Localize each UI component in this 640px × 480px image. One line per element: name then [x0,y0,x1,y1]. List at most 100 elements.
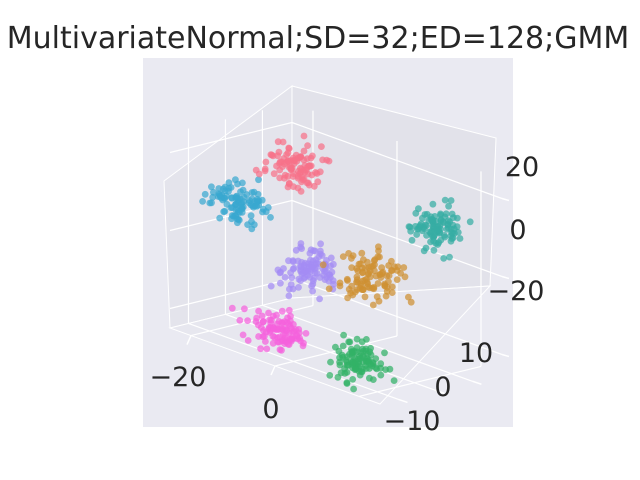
scatter-point [290,183,297,191]
scatter-point [375,243,382,251]
x-tick-label: 0 [262,394,279,425]
scatter-point [255,333,262,340]
scatter-point [248,189,256,196]
scatter-point [255,307,262,315]
scatter-point [244,221,252,229]
scatter-point [216,214,224,222]
scatter-point [299,269,307,277]
scatter-point [219,185,227,193]
scatter-point [448,235,456,243]
scatter-point [326,372,334,379]
scatter-point [262,328,270,336]
scatter-point [413,231,421,238]
scatter-point [343,362,351,369]
scatter-point [216,191,224,199]
scatter-point [289,257,297,265]
scatter-point [350,385,357,393]
scatter-point [232,176,239,184]
scatter-point [275,148,283,156]
scatter-point [358,338,366,346]
scatter-point [430,246,438,254]
scatter-point [382,366,389,373]
scatter-point [316,168,324,176]
scatter-point [273,320,281,328]
scatter-point [262,158,270,166]
scatter-point [374,253,382,261]
scatter-point [274,338,282,346]
scatter-point [276,346,284,353]
scatter-point [251,202,259,210]
scatter-point [446,253,453,261]
scatter-point [295,284,302,291]
scatter-point [447,197,455,204]
scatter-point [317,240,324,248]
scatter-point [319,261,327,269]
scatter-point [327,358,334,366]
x-tick-mark [270,365,276,376]
scatter-point [267,151,275,159]
z-tick-mark [501,275,510,280]
scatter-point [307,256,314,264]
scatter-point [279,163,286,171]
scatter-point [253,196,261,203]
scatter-point [430,237,437,245]
scatter-point [400,264,408,271]
scatter-point [353,273,361,281]
scatter-point [262,208,270,216]
scatter-point [334,373,342,381]
scatter-point [208,183,215,191]
scatter-point [336,279,344,287]
scatter-point [453,223,461,231]
scatter-point [253,314,260,322]
y-tick-mark [435,389,445,395]
scatter-point [298,173,306,181]
scatter-point [292,246,300,254]
grid-line [169,121,293,154]
scatter-point [255,176,262,184]
scatter-point [285,163,293,171]
scatter-point [381,349,388,357]
scatter-point [359,268,366,276]
scatter-point [309,287,316,295]
scatter-point [302,166,310,174]
axis-ticks: −20 0 −10 0 10 −20 0 20 [150,152,545,437]
scatter-point [360,256,367,264]
scatter-point [359,345,366,353]
scatter-point [443,225,451,233]
scatter-point [417,220,425,228]
scatter-point [313,264,320,271]
scatter-point [255,170,263,178]
scatter-point [348,282,356,290]
scatter-point [307,162,315,170]
scatter-point [285,144,293,152]
scatter-point [302,330,310,337]
scatter-point [346,338,354,346]
scatter-point [357,280,365,288]
x-tick-mark [186,335,192,345]
scatter-point [314,178,322,186]
scatter-point [233,192,241,200]
scatter-point [275,325,283,333]
scatter-point [371,261,378,269]
scatter-point [406,223,414,231]
scatter-point [235,208,242,216]
scatter-point [246,197,253,204]
scatter-point [412,223,419,230]
scatter-point [285,306,293,314]
scatter-point [293,157,301,165]
scatter-point [419,214,426,222]
scatter-point [358,368,366,376]
scatter-point [316,274,324,281]
scatter-point [316,295,323,303]
scatter-point [344,294,351,302]
grid-line [262,304,473,382]
scatter-point [295,275,303,283]
scatter-point [405,293,412,301]
scatter-point [280,155,288,162]
scatter-point [265,309,272,317]
scatter-point [339,342,347,350]
scatter-point [383,283,391,291]
scatter-point [355,358,363,366]
scatter-point [377,371,385,379]
